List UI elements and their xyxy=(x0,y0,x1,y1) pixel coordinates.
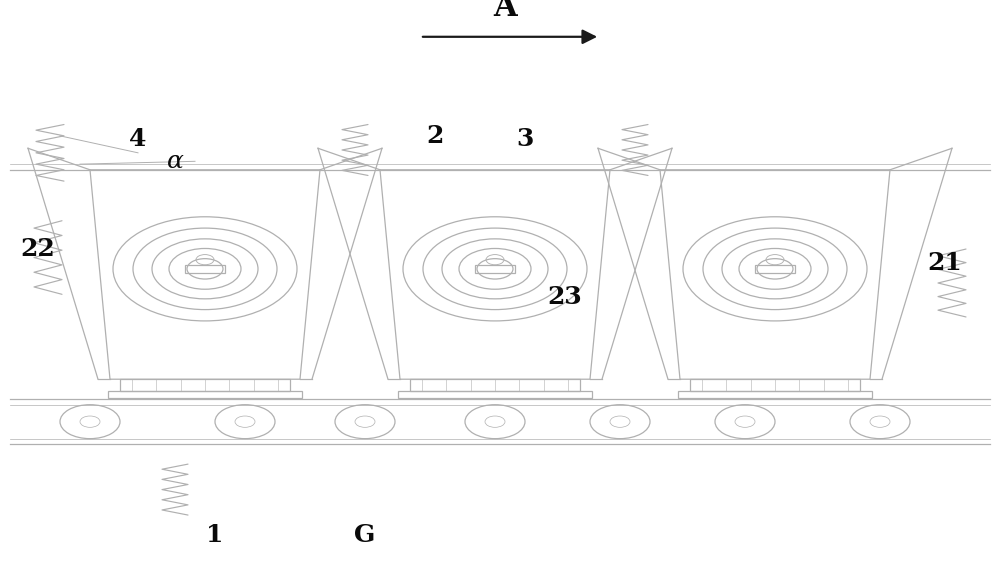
Bar xyxy=(755,265,795,272)
Bar xyxy=(398,391,592,398)
Text: 23: 23 xyxy=(548,285,582,309)
Text: 2: 2 xyxy=(426,124,444,148)
Text: A: A xyxy=(493,0,517,23)
Text: 22: 22 xyxy=(21,237,55,261)
Text: 1: 1 xyxy=(206,523,224,547)
Text: α: α xyxy=(167,150,183,173)
Text: G: G xyxy=(354,523,376,547)
Bar xyxy=(475,265,515,272)
Bar xyxy=(678,391,872,398)
Text: 21: 21 xyxy=(928,251,962,275)
Bar xyxy=(108,391,302,398)
Bar xyxy=(690,379,860,391)
Bar xyxy=(120,379,290,391)
Bar xyxy=(185,265,225,272)
Text: 4: 4 xyxy=(129,127,147,151)
Bar xyxy=(410,379,580,391)
Text: 3: 3 xyxy=(516,127,534,151)
